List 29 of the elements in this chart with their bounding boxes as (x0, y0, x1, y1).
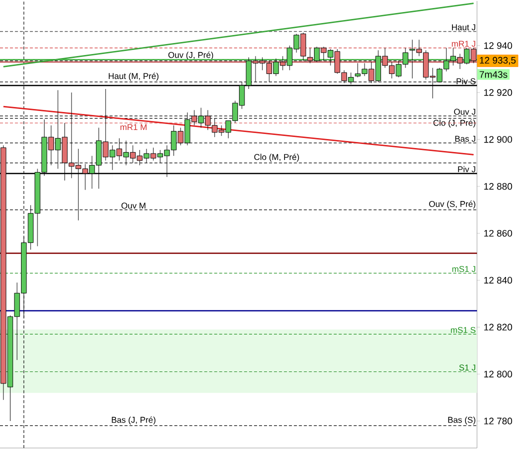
text: 12 933,5 (480, 56, 516, 65)
ref-line-label: Piv S (456, 78, 476, 84)
ref-line-label: Piv J (458, 166, 476, 172)
ref-line-label: mS1 J (452, 266, 476, 272)
ref-line-label: Haut J (452, 24, 476, 30)
y-tick-label: 12 800 (484, 370, 512, 378)
y-tick-label: 12 820 (484, 324, 512, 331)
ref-line-label: Ouv J (454, 108, 476, 115)
annotation: Ouv (S, Pré) (429, 200, 476, 209)
y-tick-label: 12 840 (484, 276, 512, 284)
y-tick-label: 12 860 (484, 230, 512, 237)
ref-line-label: mR1 M (120, 124, 146, 130)
y-tick-label: 12 900 (484, 136, 512, 143)
y-tick-label: 12 940 (484, 42, 512, 49)
ref-line-label: Bas J (455, 136, 476, 142)
ref-line-label: Bas (J, Pré) (112, 416, 156, 425)
y-tick-label: 12 880 (484, 183, 512, 190)
ref-line-label: Haut (M, Pré) (108, 72, 158, 81)
ref-line-label: Ouv (J, Pré) (168, 52, 214, 60)
y-tick-label: 12 780 (484, 418, 512, 424)
ref-line-label: mR1 J (452, 40, 476, 47)
ref-line-label: Clo (M, Pré) (254, 154, 299, 162)
ref-line-label: S1 J (459, 364, 476, 371)
annotation: Bas (S) (448, 416, 476, 425)
text: 7m43s (480, 71, 508, 78)
ref-line-label: Clo (J, Pré) (433, 120, 476, 128)
ref-line-label: Ouv M (121, 202, 146, 209)
y-tick-label: 12 920 (484, 89, 512, 96)
ref-line-label: mS1 S (450, 327, 476, 333)
